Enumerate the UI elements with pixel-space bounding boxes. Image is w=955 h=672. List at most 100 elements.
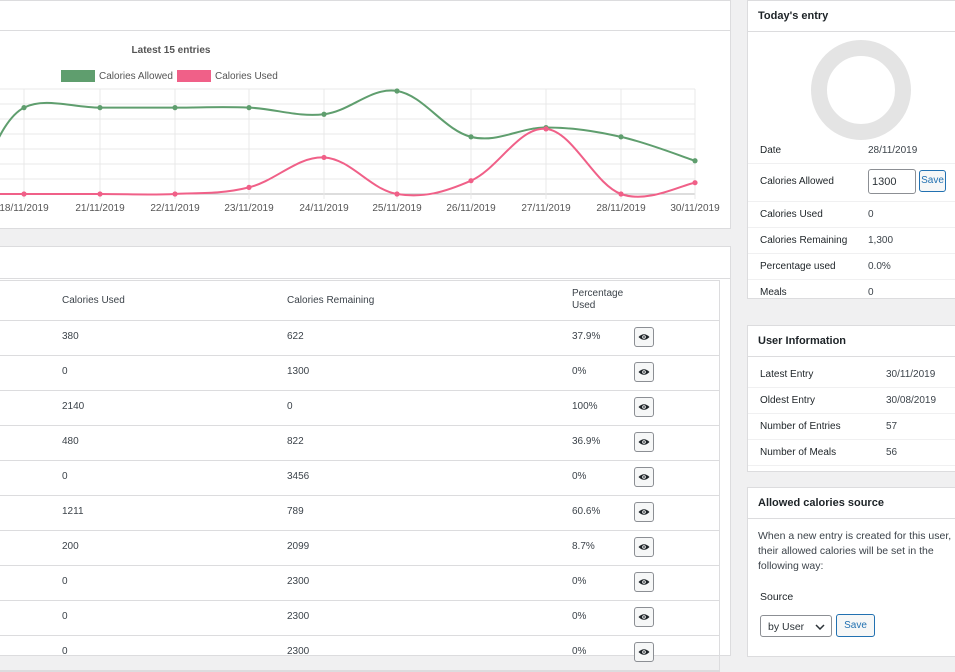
table-row: 0 2300 0% bbox=[0, 601, 719, 636]
donut-chart bbox=[811, 40, 911, 140]
latest-entry-value: 30/11/2019 bbox=[886, 369, 936, 380]
legend-label-allowed[interactable]: Calories Allowed bbox=[99, 71, 173, 82]
calories-allowed-input[interactable] bbox=[868, 169, 916, 194]
chart-series bbox=[0, 88, 698, 198]
point-calories-allowed[interactable] bbox=[468, 134, 474, 140]
point-calories-used[interactable] bbox=[543, 126, 549, 132]
point-calories-used[interactable] bbox=[468, 178, 474, 184]
chart-panel-header bbox=[0, 1, 730, 31]
eye-icon bbox=[638, 474, 650, 480]
source-description: When a new entry is created for this use… bbox=[758, 530, 952, 572]
save-calories-button[interactable]: Save bbox=[919, 170, 946, 192]
point-calories-used[interactable] bbox=[321, 154, 327, 161]
table-row: 380 622 37.9% bbox=[0, 321, 719, 356]
row-number-of-entries: Number of Entries 57 bbox=[748, 414, 955, 440]
number-of-meals-label: Number of Meals bbox=[760, 447, 837, 458]
point-calories-allowed[interactable] bbox=[321, 111, 327, 117]
save-source-button[interactable]: Save bbox=[836, 614, 875, 637]
eye-icon bbox=[638, 439, 650, 445]
view-entry-button[interactable] bbox=[634, 642, 654, 662]
point-calories-used[interactable] bbox=[97, 191, 103, 197]
point-calories-used[interactable] bbox=[394, 191, 400, 197]
cell-percentage-used: 0% bbox=[572, 646, 587, 657]
user-information-panel: User Information Latest Entry 30/11/2019… bbox=[747, 325, 955, 472]
view-entry-button[interactable] bbox=[634, 502, 654, 522]
x-tick-label: 22/11/2019 bbox=[150, 203, 200, 214]
point-calories-allowed[interactable] bbox=[692, 158, 698, 164]
row-calories-allowed: Calories Allowed Save bbox=[748, 164, 955, 202]
x-tick-label: 28/11/2019 bbox=[596, 203, 646, 214]
cell-percentage-used: 0% bbox=[572, 576, 587, 587]
point-calories-used[interactable] bbox=[172, 191, 178, 197]
view-entry-button[interactable] bbox=[634, 362, 654, 382]
table-row: 0 2300 0% bbox=[0, 636, 719, 671]
view-entry-button[interactable] bbox=[634, 397, 654, 417]
point-calories-used[interactable] bbox=[618, 191, 624, 197]
entries-panel-header bbox=[0, 247, 730, 279]
point-calories-allowed[interactable] bbox=[246, 105, 252, 111]
cell-calories-remaining: 2099 bbox=[287, 541, 310, 552]
point-calories-allowed[interactable] bbox=[394, 88, 400, 94]
view-entry-button[interactable] bbox=[634, 467, 654, 487]
table-row: 0 2300 0% bbox=[0, 566, 719, 601]
allowed-calories-source-title: Allowed calories source bbox=[748, 488, 955, 519]
cell-percentage-used: 60.6% bbox=[572, 506, 601, 517]
source-select-value: by User bbox=[768, 621, 805, 633]
x-tick-label: 26/11/2019 bbox=[446, 203, 496, 214]
cell-calories-used: 2140 bbox=[62, 401, 85, 412]
header-calories-used[interactable]: Calories Used bbox=[62, 295, 125, 306]
date-value: 28/11/2019 bbox=[868, 145, 918, 156]
meals-value: 0 bbox=[868, 287, 874, 298]
x-axis-ticks: 18/11/2019 21/11/2019 22/11/2019 23/11/2019… bbox=[0, 203, 720, 214]
cell-calories-remaining: 2300 bbox=[287, 576, 310, 587]
point-calories-allowed[interactable] bbox=[618, 134, 624, 140]
point-calories-used[interactable] bbox=[692, 180, 698, 186]
row-calories-used: Calories Used 0 bbox=[748, 202, 955, 228]
view-entry-button[interactable] bbox=[634, 537, 654, 557]
view-entry-button[interactable] bbox=[634, 572, 654, 592]
meals-label: Meals bbox=[760, 287, 787, 298]
point-calories-used[interactable] bbox=[21, 191, 27, 197]
point-calories-allowed[interactable] bbox=[172, 105, 178, 111]
calories-remaining-label: Calories Remaining bbox=[760, 235, 848, 246]
row-calories-remaining: Calories Remaining 1,300 bbox=[748, 228, 955, 254]
row-percentage-used: Percentage used 0.0% bbox=[748, 254, 955, 280]
table-row: 0 3456 0% bbox=[0, 461, 719, 496]
number-of-entries-value: 57 bbox=[886, 421, 898, 432]
table-row: 2140 0 100% bbox=[0, 391, 719, 426]
x-tick-label: 25/11/2019 bbox=[372, 203, 422, 214]
table-row: 0 1300 0% bbox=[0, 356, 719, 391]
user-information-title: User Information bbox=[748, 326, 955, 357]
series-line-calories-allowed bbox=[0, 89, 696, 162]
eye-icon bbox=[638, 404, 650, 410]
oldest-entry-value: 30/08/2019 bbox=[886, 395, 937, 406]
view-entry-button[interactable] bbox=[634, 327, 654, 347]
cell-percentage-used: 0% bbox=[572, 471, 587, 482]
row-meals: Meals 0 bbox=[748, 280, 955, 306]
point-calories-allowed[interactable] bbox=[97, 105, 103, 111]
chevron-down-icon bbox=[815, 624, 825, 630]
cell-calories-remaining: 622 bbox=[287, 331, 304, 342]
cell-calories-remaining: 822 bbox=[287, 436, 304, 447]
point-calories-used[interactable] bbox=[246, 184, 252, 190]
date-label: Date bbox=[760, 145, 782, 156]
header-percentage-used[interactable]: Percentage Used bbox=[572, 288, 624, 311]
cell-percentage-used: 100% bbox=[572, 401, 598, 412]
latest-entry-label: Latest Entry bbox=[760, 369, 814, 380]
percentage-used-label: Percentage used bbox=[760, 261, 836, 272]
view-entry-button[interactable] bbox=[634, 607, 654, 627]
row-date: Date 28/11/2019 bbox=[748, 138, 955, 164]
point-calories-allowed[interactable] bbox=[21, 105, 27, 111]
source-select[interactable]: by User bbox=[760, 615, 832, 637]
cell-calories-used: 380 bbox=[62, 331, 79, 342]
cell-calories-used: 1211 bbox=[62, 506, 84, 517]
chart-panel: Latest 15 entries Calories Allowed Calor… bbox=[0, 0, 731, 229]
entries-panel: Calories Used Calories Remaining Percent… bbox=[0, 246, 731, 672]
header-calories-remaining[interactable]: Calories Remaining bbox=[287, 295, 375, 306]
source-label: Source bbox=[760, 591, 794, 603]
view-entry-button[interactable] bbox=[634, 432, 654, 452]
legend-label-used[interactable]: Calories Used bbox=[215, 71, 278, 82]
cell-calories-remaining: 0 bbox=[287, 401, 293, 412]
line-chart: Latest 15 entries Calories Allowed Calor… bbox=[0, 45, 720, 214]
table-row: 1211 789 60.6% bbox=[0, 496, 719, 531]
